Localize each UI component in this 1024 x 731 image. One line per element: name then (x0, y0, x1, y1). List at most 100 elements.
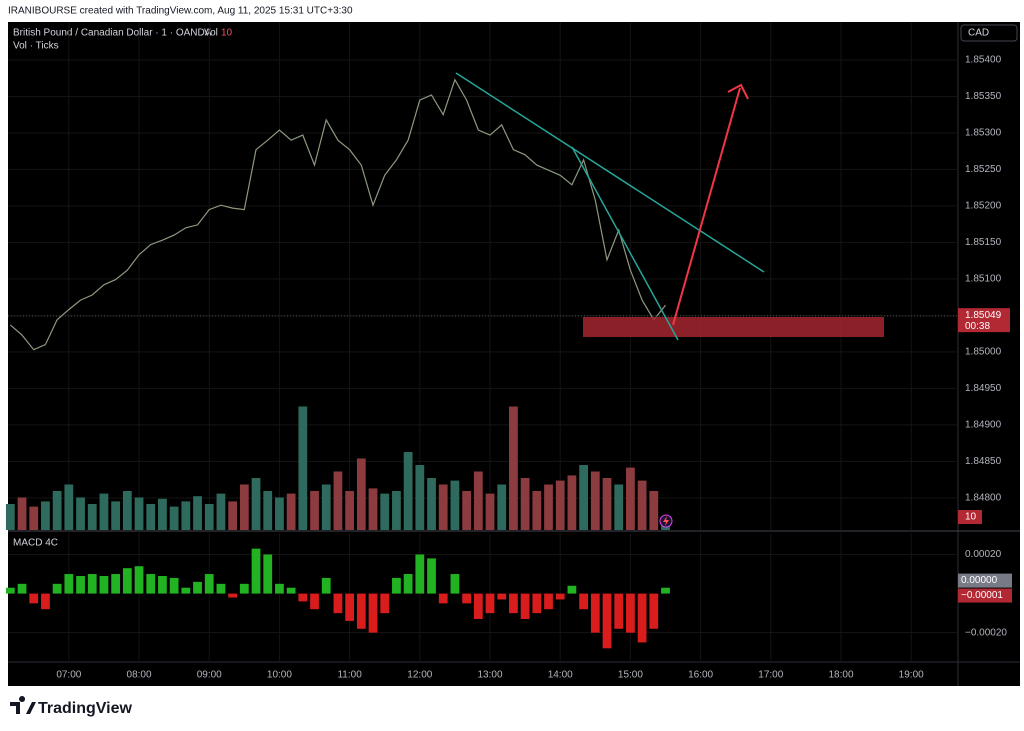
x-tick-label: 18:00 (828, 670, 853, 681)
macd-bar (216, 583, 226, 594)
volume-bar (473, 471, 483, 530)
macd-bar (520, 593, 530, 619)
vol-label: Vol (204, 28, 218, 39)
x-tick-label: 11:00 (337, 670, 362, 681)
volume-bar (251, 478, 261, 530)
x-tick-label: 19:00 (899, 670, 924, 681)
macd-bar (368, 593, 378, 633)
macd-bar (29, 593, 39, 604)
x-tick-label: 17:00 (758, 670, 783, 681)
marks: 07:00 08:00 09:00 10:00 11:00 12:00 13:00 14:00… (5, 22, 1012, 681)
x-tick-label: 14:00 (548, 670, 573, 681)
volume-bar (158, 498, 167, 530)
macd-bar (380, 593, 390, 614)
volume-bar (509, 406, 518, 530)
volume-bar (567, 475, 577, 530)
volume-bar (29, 506, 39, 530)
macd-bar (321, 577, 331, 594)
volume-bar (626, 467, 635, 530)
macd-bar (509, 593, 518, 614)
macd-bar (590, 593, 600, 633)
macd-bar (5, 587, 15, 594)
x-tick-label: 09:00 (197, 670, 222, 681)
volume-bar (263, 491, 273, 530)
vol-value: 10 (221, 28, 233, 39)
y-tick-label: 1.84900 (965, 420, 1002, 431)
macd-bar (614, 593, 624, 629)
macd-bar (403, 574, 413, 594)
macd-bar (532, 593, 542, 614)
volume-bar (438, 484, 448, 530)
volume-bar (64, 484, 74, 530)
volume-bar (614, 484, 624, 530)
volume-bar (286, 493, 296, 530)
macd-bar (579, 593, 589, 610)
y-tick-label: 1.85100 (965, 274, 1002, 285)
x-tick-label: 15:00 (618, 670, 643, 681)
volume-bar (544, 484, 553, 530)
volume-bar (450, 480, 460, 530)
macd-bar (122, 568, 132, 594)
macd-bar (111, 574, 121, 594)
x-tick-label: 12:00 (407, 670, 432, 681)
macd-bar (239, 583, 249, 594)
volume-bar (169, 506, 179, 530)
macd-bar (310, 593, 319, 610)
y-tick-label: 1.85300 (965, 128, 1002, 139)
macd-bar (181, 587, 191, 594)
x-tick-label: 07:00 (56, 670, 81, 681)
macd-bar (146, 574, 156, 594)
vol-sub: Vol · Ticks (13, 41, 59, 52)
macd-last: 0.00000 (961, 575, 998, 586)
header: IRANIBOURSE created with TradingView.com… (8, 6, 353, 17)
macd-bar (415, 554, 425, 594)
macd-bar (169, 577, 179, 594)
y-tick-label: 1.84800 (965, 493, 1002, 504)
y-tick-label: 0.00020 (965, 549, 1002, 560)
macd-bar (333, 593, 343, 614)
macd-bar (427, 558, 436, 594)
macd-bar (263, 554, 273, 594)
macd-bar (626, 593, 635, 633)
lightning (663, 516, 669, 526)
volume-bar (555, 480, 565, 530)
macd-bar (497, 593, 507, 600)
trend-line (455, 72, 765, 273)
arrow (672, 87, 741, 326)
logo (10, 696, 36, 714)
macd-bar (555, 593, 565, 600)
y-tick-label: 1.85250 (965, 164, 1002, 175)
x-tick-label: 10:00 (267, 670, 292, 681)
currency: CAD (968, 28, 989, 39)
volume-bar (204, 504, 214, 530)
arrow-head (727, 83, 749, 100)
macd-bar (661, 587, 670, 594)
macd-last-box (958, 573, 1012, 588)
volume-bar (415, 465, 425, 530)
volume-bar (239, 484, 249, 530)
volume-bar (181, 501, 191, 530)
macd-bar (87, 574, 97, 594)
volume-bar (579, 465, 589, 530)
macd-bar (76, 576, 85, 594)
volume-bar (520, 478, 530, 530)
volume-bar (134, 497, 144, 530)
volume-bar (321, 484, 331, 530)
volume-bar (333, 471, 343, 530)
macd-bar (52, 583, 62, 594)
macd-bar (392, 577, 401, 594)
volume-bar (99, 493, 109, 530)
y-tick-label: 1.85000 (965, 347, 1002, 358)
macd-bar (193, 581, 202, 594)
volume-bar (146, 504, 156, 530)
y-tick-label: 1.84850 (965, 456, 1002, 467)
volume-bar (602, 478, 612, 530)
macd-bar (649, 593, 659, 629)
y-tick-label: 1.85350 (965, 91, 1002, 102)
y-tick-label: 1.85400 (965, 55, 1002, 66)
y-tick-label: 1.84950 (965, 383, 1002, 394)
volume-bar (52, 491, 62, 530)
macd-last: −0.00001 (961, 590, 1003, 601)
